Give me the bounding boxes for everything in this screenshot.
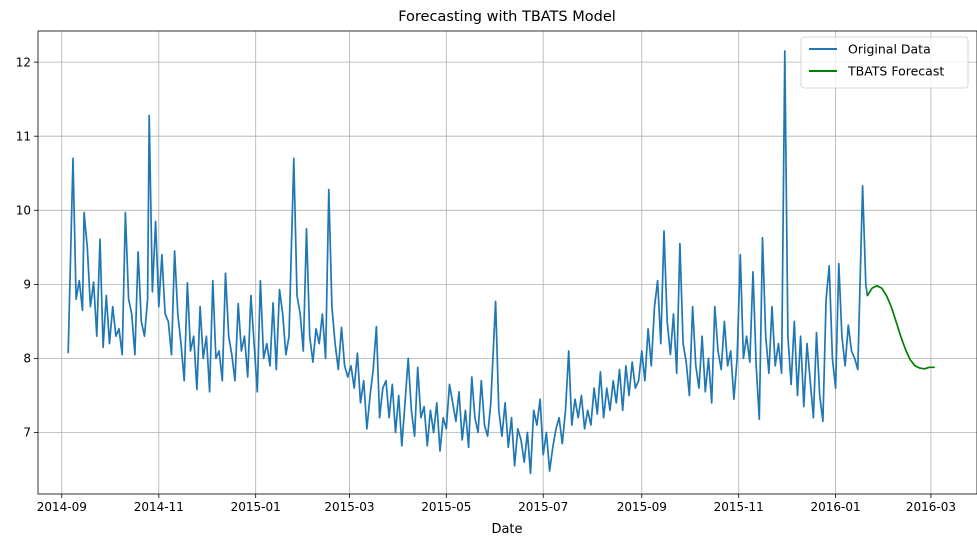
y-axis: 7 8 9 10 11 12 [16, 55, 38, 440]
y-tick-label: 8 [23, 352, 31, 366]
x-tick-label: 2015-01 [231, 500, 281, 514]
x-tick-label: 2016-01 [811, 500, 861, 514]
y-tick-label: 12 [16, 55, 31, 69]
chart-title: Forecasting with TBATS Model [398, 9, 616, 25]
series-line-original [67, 50, 869, 475]
legend-label-forecast: TBATS Forecast [847, 64, 944, 79]
y-tick-label: 11 [16, 129, 31, 143]
plot-frame [37, 30, 977, 495]
x-axis: 2014-09 2014-11 2015-01 2015-03 2015-05 2015-… [37, 494, 956, 514]
y-tick-label: 7 [23, 426, 31, 440]
x-tick-label: 2015-09 [617, 500, 667, 514]
x-axis-label: Date [491, 522, 522, 537]
legend-label-original: Original Data [848, 42, 931, 57]
x-tick-label: 2015-11 [714, 500, 764, 514]
x-tick-label: 2015-03 [324, 500, 374, 514]
series-line-forecast [866, 284, 935, 370]
x-tick-label: 2016-03 [906, 500, 956, 514]
x-tick-label: 2014-09 [37, 500, 87, 514]
y-tick-label: 10 [16, 204, 31, 218]
x-tick-label: 2014-11 [134, 500, 184, 514]
legend: Original Data TBATS Forecast [800, 36, 969, 89]
x-tick-label: 2015-05 [421, 500, 471, 514]
legend-box [800, 36, 969, 89]
y-tick-label: 9 [23, 278, 31, 292]
x-tick-label: 2015-07 [518, 500, 568, 514]
plot-area [67, 50, 935, 475]
